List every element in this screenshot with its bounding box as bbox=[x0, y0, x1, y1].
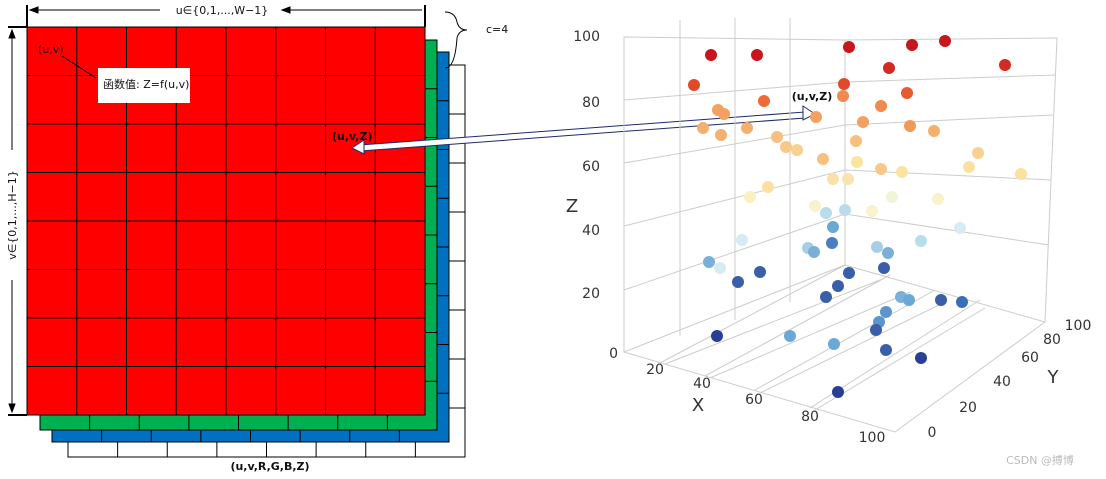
y-axis-label: Y bbox=[1047, 367, 1060, 388]
z-tick: 80 bbox=[582, 95, 600, 111]
y-tick: 80 bbox=[1043, 332, 1061, 348]
layer-stack bbox=[26, 26, 466, 458]
x-tick: 100 bbox=[859, 430, 886, 446]
uv-label: (u,v) bbox=[38, 43, 64, 56]
y-tick: 0 bbox=[928, 425, 937, 441]
brace bbox=[444, 11, 468, 69]
bottom-label: (u,v,R,G,B,Z) bbox=[230, 460, 309, 473]
grid bbox=[27, 27, 465, 457]
scatter-points bbox=[688, 35, 1027, 398]
x-tick: 80 bbox=[801, 409, 819, 425]
u-arrow bbox=[26, 5, 426, 27]
x-tick: 20 bbox=[646, 362, 664, 378]
y-tick: 40 bbox=[993, 374, 1011, 390]
pointer bbox=[61, 55, 97, 79]
u-label: u∈{0,1,...,W−1} bbox=[176, 4, 269, 17]
x-tick: 40 bbox=[693, 376, 711, 392]
y-tick: 60 bbox=[1021, 350, 1039, 366]
z-tick: 20 bbox=[582, 286, 600, 302]
func-box bbox=[98, 68, 190, 103]
z-axis-label: Z bbox=[566, 196, 578, 217]
z-tick: 40 bbox=[582, 223, 600, 239]
x-axis-label: X bbox=[692, 395, 704, 416]
v-arrow bbox=[8, 26, 27, 416]
z-tick: 0 bbox=[609, 346, 618, 362]
func-label: 函数值: Z=f(u,v) bbox=[103, 78, 189, 91]
watermark: CSDN @搏博 bbox=[1006, 453, 1074, 467]
link-arrow bbox=[351, 105, 816, 155]
x-tick: 60 bbox=[745, 392, 763, 408]
uvz-left: (u,v,Z) bbox=[332, 130, 373, 143]
y-tick: 100 bbox=[1065, 318, 1092, 334]
c-label: c=4 bbox=[486, 23, 508, 36]
z-tick: 100 bbox=[573, 29, 600, 45]
z-tick: 60 bbox=[582, 159, 600, 175]
y-tick: 20 bbox=[959, 400, 977, 416]
v-label: v∈{0,1,...,H−1} bbox=[6, 170, 19, 260]
uvz-right: (u,v,Z) bbox=[792, 90, 833, 103]
